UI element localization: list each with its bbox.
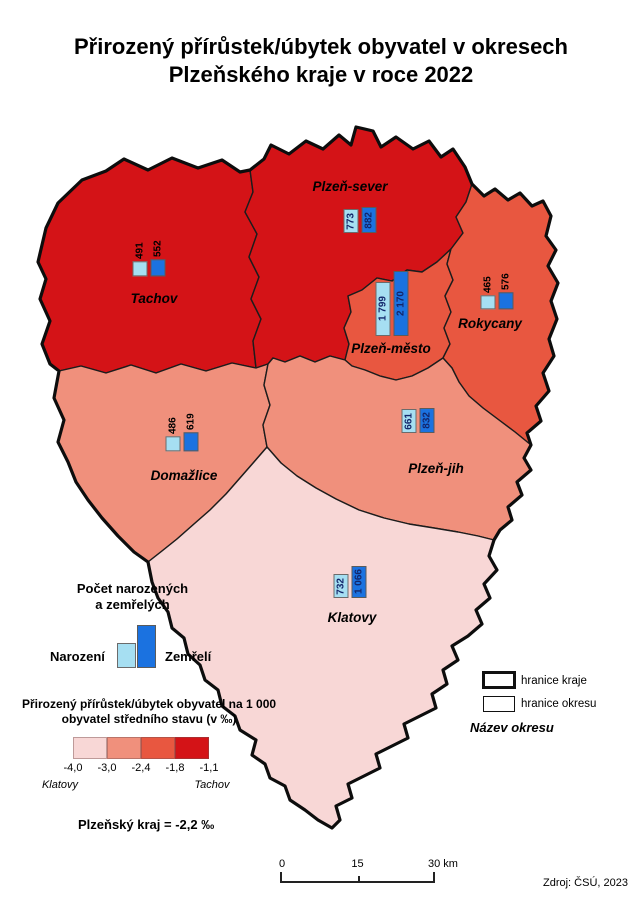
- district-label-rokycany: Rokycany: [458, 316, 522, 331]
- bar-column: 732: [333, 574, 349, 598]
- bar-value: 619: [185, 413, 196, 430]
- ramp-swatch-3: [175, 737, 209, 759]
- ramp-legend-ticks: -4,0 -3,0 -2,4 -1,8 -1,1: [64, 762, 219, 776]
- scalebar-label-15: 15: [351, 858, 364, 870]
- source-note: Zdroj: ČSÚ, 2023: [543, 877, 628, 889]
- district-label-tachov: Tachov: [130, 291, 178, 306]
- ramp-swatch-0: [73, 737, 107, 759]
- ramp-legend-swatches: [73, 737, 209, 759]
- ramp-legend-title: Přirozený přírůstek/úbytek obyvatel na 1…: [10, 697, 288, 727]
- bar-died: [183, 432, 199, 451]
- bar-value: 1 799: [377, 296, 388, 322]
- bars-legend-title-line1: Počet narozených: [76, 581, 189, 596]
- bar-value: 882: [363, 211, 374, 229]
- district-chart-plzen-mesto: 1 799 2 170: [375, 271, 409, 336]
- page-title: Přirozený přírůstek/úbytek obyvatel v ok…: [0, 33, 642, 89]
- bar-column: 552: [150, 240, 166, 276]
- bar-born: 1 799: [375, 282, 391, 336]
- district-label-plzen-sever: Plzeň-sever: [312, 179, 388, 194]
- ramp-tick-0: -4,0: [63, 762, 83, 774]
- bar-died: 1 066: [351, 566, 367, 598]
- bar-born: [480, 295, 496, 309]
- bar-value: 732: [335, 577, 346, 595]
- district-chart-tachov: 491 552: [132, 240, 166, 276]
- bar-column: 1 066: [351, 566, 367, 598]
- title-line2: Plzeňského kraje v roce 2022: [168, 62, 474, 88]
- legend-died-label: Zemřelí: [165, 649, 212, 664]
- bar-died: [150, 259, 166, 276]
- scalebar-label-0: 0: [278, 858, 286, 870]
- ramp-tick-2: -2,4: [131, 762, 151, 774]
- bar-born: [165, 436, 181, 451]
- bar-column: 882: [361, 207, 377, 233]
- bar-died: [498, 292, 514, 309]
- district-label-klatovy: Klatovy: [327, 610, 377, 625]
- district-label-plzen-jih: Plzeň-jih: [408, 461, 464, 476]
- bar-value: 552: [152, 240, 163, 257]
- bar-value: 576: [500, 273, 511, 290]
- bar-value: 486: [167, 417, 178, 434]
- legend-born-label: Narození: [50, 649, 105, 664]
- scalebar-label-30: 30 km: [428, 858, 458, 870]
- bar-column: 491: [132, 242, 148, 276]
- district-chart-plzen-jih: 661 832: [401, 408, 435, 433]
- bar-column: 832: [419, 408, 435, 433]
- bar-died: 832: [419, 408, 435, 433]
- district-chart-domazlice: 486 619: [165, 413, 199, 451]
- district-label-domazlice: Domažlice: [150, 468, 218, 483]
- kraj-boundary-swatch: [482, 671, 516, 689]
- bar-died: 2 170: [393, 271, 409, 336]
- bar-column: 619: [183, 413, 199, 451]
- bar-value: 773: [345, 212, 356, 230]
- okres-boundary-swatch: [483, 696, 515, 712]
- legend-died-swatch: [137, 625, 156, 668]
- ramp-legend-title-line1: Přirozený přírůstek/úbytek obyvatel na 1…: [21, 697, 277, 711]
- bar-died: 882: [361, 207, 377, 233]
- bar-column: 661: [401, 409, 417, 433]
- bar-column: 773: [343, 209, 359, 233]
- kraj-boundary-label: hranice kraje: [521, 675, 587, 687]
- district-chart-klatovy: 732 1 066: [333, 566, 367, 598]
- ramp-swatch-2: [141, 737, 175, 759]
- ramp-tick-3: -1,8: [165, 762, 185, 774]
- district-name-legend: Název okresu: [470, 720, 554, 735]
- bar-value: 1 066: [353, 569, 364, 595]
- title-line1: Přirozený přírůstek/úbytek obyvatel v ok…: [74, 34, 568, 59]
- ramp-tick-1: -3,0: [97, 762, 117, 774]
- ramp-tick-4: -1,1: [199, 762, 219, 774]
- bar-value: 832: [421, 412, 432, 429]
- region-outline: [36, 125, 560, 830]
- bar-column: 2 170: [393, 271, 409, 336]
- bar-born: 732: [333, 574, 349, 598]
- bar-column: 486: [165, 417, 181, 451]
- scalebar: 0 15 30 km: [278, 858, 458, 883]
- scalebar-mid-tick: [357, 876, 360, 881]
- ramp-legend-title-line2: obyvatel středního stavu (v ‰): [61, 712, 237, 726]
- bars-legend-title: Počet narozených a zemřelých: [55, 581, 210, 612]
- scalebar-bar: [280, 872, 435, 883]
- scalebar-labels: 0 15 30 km: [278, 858, 458, 872]
- okres-boundary-label: hranice okresu: [521, 698, 597, 710]
- ramp-swatch-1: [107, 737, 141, 759]
- bar-value: 465: [482, 276, 493, 293]
- bar-born: 661: [401, 409, 417, 433]
- bar-born: [132, 261, 148, 276]
- legend-born-swatch: [117, 643, 136, 668]
- ramp-min-area-label: Klatovy: [41, 779, 79, 791]
- bars-legend-title-line2: a zemřelých: [95, 596, 170, 612]
- region-average-note: Plzeňský kraj = -2,2 ‰: [78, 817, 215, 832]
- district-chart-plzen-sever: 773 882: [343, 207, 377, 233]
- bar-born: 773: [343, 209, 359, 233]
- bar-column: 465: [480, 276, 496, 309]
- bar-value: 491: [134, 242, 145, 259]
- bar-column: 1 799: [375, 282, 391, 336]
- ramp-max-area-label: Tachov: [194, 779, 230, 791]
- district-chart-rokycany: 465 576: [480, 273, 514, 309]
- bar-column: 576: [498, 273, 514, 309]
- district-label-plzen-mesto: Plzeň-město: [351, 341, 431, 356]
- bar-value: 661: [403, 412, 414, 430]
- bar-value: 2 170: [395, 290, 406, 317]
